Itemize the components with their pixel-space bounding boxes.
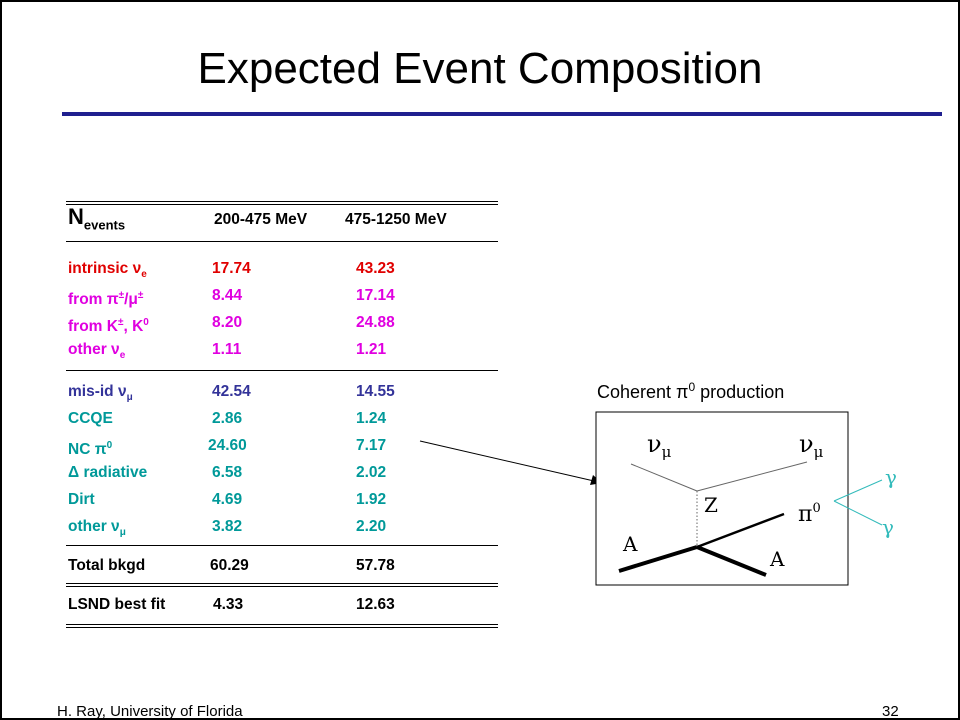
total-v1: 60.29	[210, 557, 249, 574]
table-row-value-col2: 2.20	[356, 518, 387, 535]
header-rule	[66, 241, 498, 242]
table-row-value-col1: 17.74	[212, 260, 251, 277]
table-row-value-col2: 1.24	[356, 410, 387, 427]
pointer-arrow-line	[419, 440, 595, 482]
table-row-label: other νμ	[68, 518, 126, 539]
table-bottom-rule	[66, 624, 498, 625]
table-row-value-col1: 1.11	[212, 341, 242, 358]
diagram-caption: Coherent π0 production	[597, 380, 785, 402]
table-row-value-col2: 2.02	[356, 464, 387, 481]
table-row-value-col1: 2.86	[212, 410, 243, 427]
table-row-label: Δ radiative	[68, 464, 148, 481]
table-row-label: from π±/μ±	[68, 290, 144, 309]
incoming-neutrino-line	[630, 463, 698, 492]
gamma-line-lower	[833, 500, 883, 526]
table-row-value-col2: 17.14	[356, 287, 395, 304]
outgoing-nucleus-line	[696, 545, 767, 577]
table-row-value-col1: 24.60	[208, 437, 247, 454]
gamma-label-lower: γ	[882, 515, 894, 539]
header-col2: 475-1250 MeV	[345, 211, 447, 228]
total-rule	[66, 545, 498, 546]
gamma-label-upper: γ	[885, 465, 897, 489]
nu-mu-label-left: νμ	[647, 430, 672, 461]
table-row-label: intrinsic νe	[68, 260, 147, 281]
table-row-value-col1: 3.82	[212, 518, 243, 535]
header-col1: 200-475 MeV	[214, 211, 308, 228]
lsnd-v2: 12.63	[356, 596, 395, 613]
table-row-label: mis-id νμ	[68, 383, 133, 404]
table-row-label: from K±, K0	[68, 317, 149, 336]
nu-mu-label-right: νμ	[799, 430, 824, 461]
table-row-value-col1: 42.54	[212, 383, 251, 400]
pion-line	[696, 512, 785, 549]
table-row-value-col1: 6.58	[212, 464, 243, 481]
footer-page-number: 32	[882, 703, 899, 720]
lsnd-label: LSND best fit	[68, 596, 166, 613]
lsnd-rule-2	[66, 586, 498, 587]
table-row-label: other νe	[68, 341, 126, 362]
lsnd-rule	[66, 583, 498, 584]
incoming-nucleus-line	[618, 545, 698, 573]
table-row-value-col1: 4.69	[212, 491, 243, 508]
gamma-line-upper	[833, 479, 883, 502]
table-row-value-col2: 1.92	[356, 491, 387, 508]
outgoing-neutrino-line	[696, 461, 808, 492]
table-row-value-col2: 14.55	[356, 383, 395, 400]
table-row-value-col2: 1.21	[356, 341, 387, 358]
table-row-label: CCQE	[68, 410, 113, 427]
table-row-value-col2: 43.23	[356, 260, 395, 277]
nucleus-label-out: A	[769, 547, 785, 571]
footer-author: H. Ray, University of Florida	[57, 703, 243, 720]
table-row-label: Dirt	[68, 491, 95, 508]
table-row-value-col1: 8.44	[212, 287, 243, 304]
table-row-value-col2: 7.17	[356, 437, 387, 454]
header-n-events: Nevents	[68, 204, 126, 233]
table-top-rule-2	[66, 204, 498, 205]
nucleus-label-in: A	[622, 532, 638, 556]
slide-title: Expected Event Composition	[197, 44, 763, 93]
total-label: Total bkgd	[68, 557, 146, 574]
table-row-label: NC π0	[68, 440, 113, 459]
lsnd-v1: 4.33	[213, 596, 244, 613]
table-row-value-col2: 24.88	[356, 314, 395, 331]
total-v2: 57.78	[356, 557, 395, 574]
z-boson-label: Z	[704, 493, 718, 517]
table-bottom-rule-2	[66, 627, 498, 628]
table-row-value-col1: 8.20	[212, 314, 243, 331]
table-top-rule	[66, 201, 498, 202]
pi0-label: π0	[798, 501, 821, 527]
group-rule	[66, 370, 498, 371]
title-underline	[62, 112, 942, 116]
